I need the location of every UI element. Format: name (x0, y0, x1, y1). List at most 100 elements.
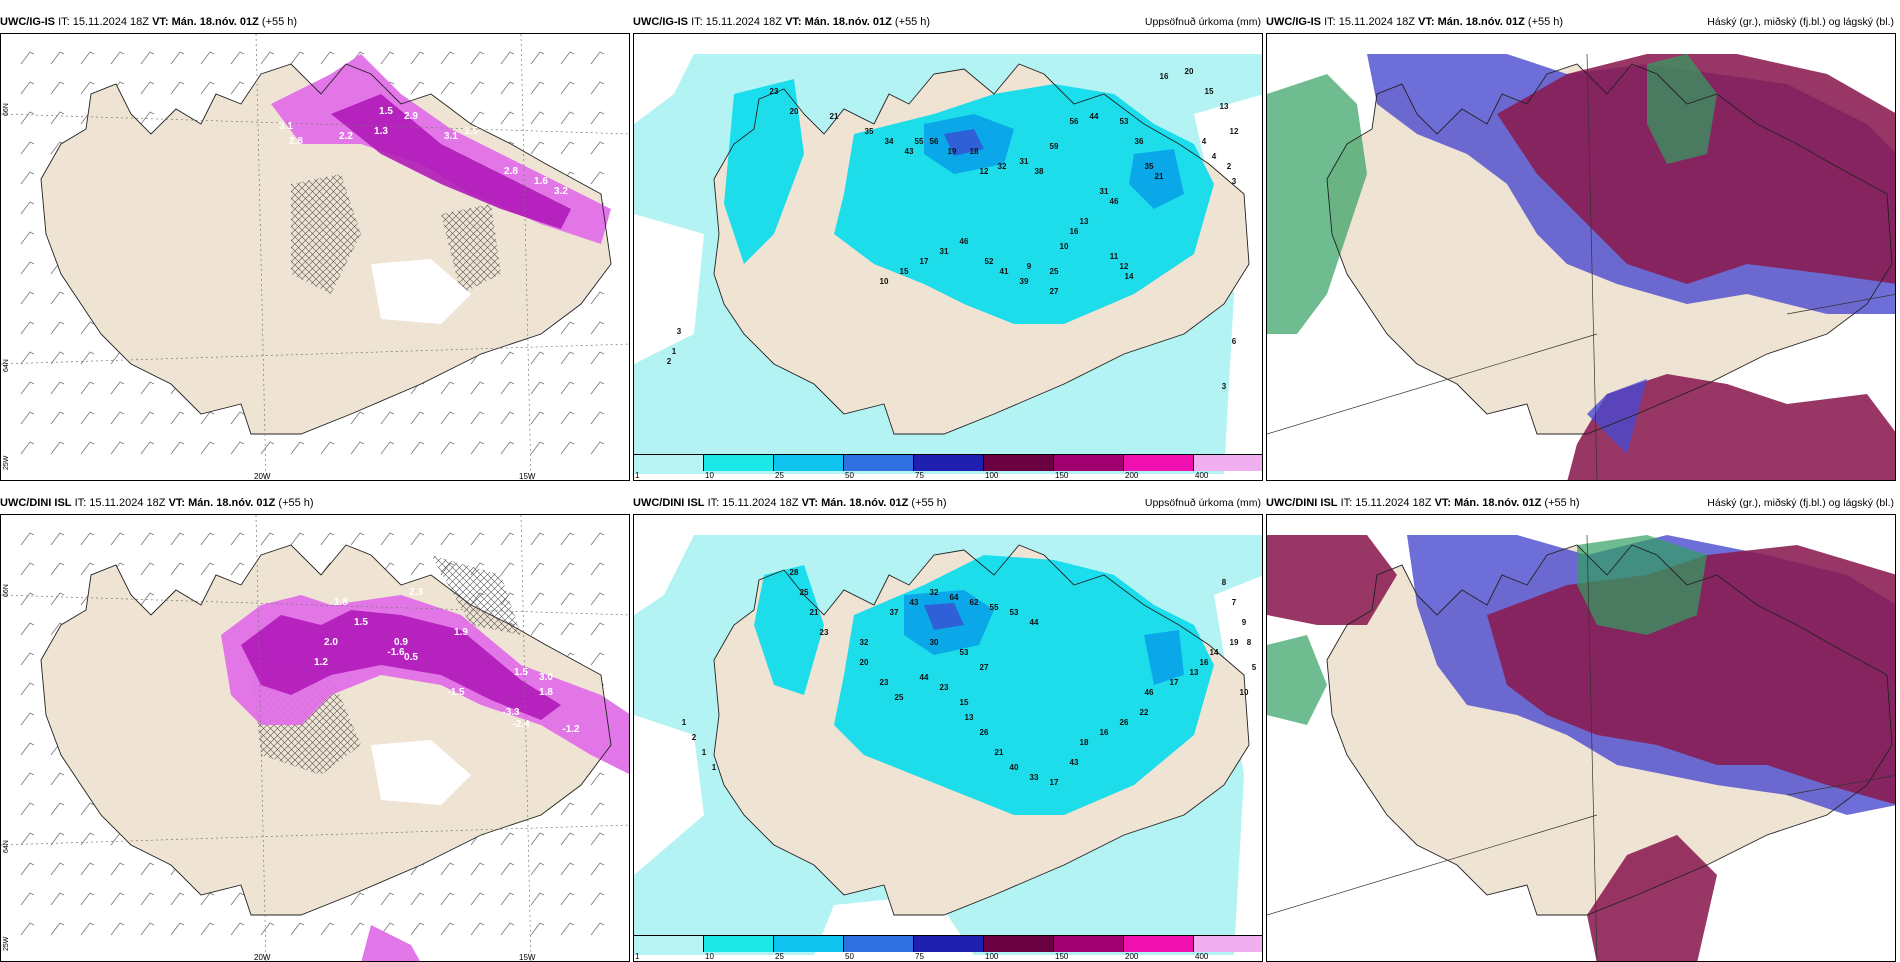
wind-barb (470, 532, 485, 546)
precip-value-label: 64 (950, 593, 959, 602)
legend-tick-label: 1 (635, 952, 640, 961)
precip-value-label: 18 (1080, 738, 1089, 747)
wind-barb (50, 922, 65, 936)
legend-tick-label: 10 (705, 471, 714, 480)
lead-time: (+55 h) (261, 16, 298, 28)
legend-swatch (1054, 455, 1124, 471)
wind-barb (440, 532, 455, 546)
precip-map-panel-top: 23 20 21 35 34 43 55 56 19 18 12 32 31 38 59 56 44 53 36 35… (633, 33, 1263, 481)
wind-barb (230, 81, 245, 95)
wind-barb (590, 562, 605, 576)
wind-barb (110, 922, 125, 936)
wind-barb (170, 441, 185, 455)
precip-value-label: 14 (1210, 648, 1219, 657)
wind-barb (80, 832, 95, 846)
precip-value-label: 46 (960, 237, 969, 246)
wind-value-label: -3.3 (502, 707, 520, 718)
wind-barb (530, 351, 545, 365)
wind-barb (560, 81, 575, 95)
wind-barb (470, 381, 485, 395)
wind-barb (560, 622, 575, 636)
wind-barb (50, 772, 65, 786)
panel-title: UWC/DINI ISL IT: 15.11.2024 18Z VT: Mán.… (1266, 493, 1896, 513)
precip-value-label: 10 (1060, 242, 1069, 251)
wind-barb (560, 532, 575, 546)
precip-value-label: 53 (1010, 608, 1019, 617)
precip-value-label: 20 (1185, 67, 1194, 76)
wind-barb (200, 922, 215, 936)
wind-barb (440, 51, 455, 65)
lon-label-25: 25W (3, 936, 10, 951)
precip-value-label: 15 (960, 698, 969, 707)
precip-value-label: 55 (915, 137, 924, 146)
wind-barb (350, 411, 365, 425)
wind-barb (140, 441, 155, 455)
wind-barb (410, 892, 425, 906)
wind-barb (380, 922, 395, 936)
wind-barb (80, 381, 95, 395)
legend-swatch (844, 936, 914, 952)
precip-value-label: 31 (940, 247, 949, 256)
wind-barb (530, 562, 545, 576)
precip-value-label: 2 (692, 733, 697, 742)
precip-value-label: 32 (930, 588, 939, 597)
precip-value-label: 53 (960, 648, 969, 657)
wind-barb (50, 291, 65, 305)
wind-barb (560, 832, 575, 846)
wind-barb (500, 51, 515, 65)
wind-barb (80, 321, 95, 335)
wind-barb (20, 291, 35, 305)
panel-title: UWC/DINI ISL IT: 15.11.2024 18Z VT: Mán.… (0, 493, 630, 513)
wind-barb (350, 892, 365, 906)
wind-value-label: 2.3 (409, 587, 423, 598)
wind-barb (380, 411, 395, 425)
vt-value: Mán. 18.nóv. 01Z (1454, 497, 1542, 509)
wind-barb (200, 441, 215, 455)
wind-barb (500, 892, 515, 906)
wind-map-panel-top: 3.1 2.8 2.2 1.3 1.5 2.9 3.1 1.5 2.8 1.6 3.2 66N 64… (0, 33, 630, 481)
vt-value: Mán. 18.nóv. 01Z (188, 497, 276, 509)
wind-barb (140, 562, 155, 576)
wind-barb (410, 81, 425, 95)
legend-swatch (914, 455, 984, 471)
wind-barb (560, 592, 575, 606)
wind-barb (110, 892, 125, 906)
precip-value-label: 59 (1050, 142, 1059, 151)
wind-barb (20, 351, 35, 365)
precip-value-label: 5 (1252, 663, 1257, 672)
precip-value-label: 28 (790, 568, 799, 577)
precip-value-label: 12 (1230, 127, 1239, 136)
wind-barb (110, 411, 125, 425)
wind-barb (590, 111, 605, 125)
precip-value-label: 4 (1202, 137, 1207, 146)
wind-barb (530, 832, 545, 846)
lat-label-66: 66N (3, 584, 10, 597)
lon-label-25: 25W (3, 455, 10, 470)
lon-label-20: 20W (254, 953, 271, 962)
lead-time: (+55 h) (911, 497, 947, 509)
wind-barb (50, 351, 65, 365)
wind-value-label: 2.2 (339, 131, 353, 142)
wind-barb (350, 532, 365, 546)
precip-value-label: 38 (1035, 167, 1044, 176)
legend-swatch (1124, 455, 1194, 471)
wind-barb (20, 652, 35, 666)
precip-value-label: 35 (1145, 162, 1154, 171)
precip-value-label: 43 (910, 598, 919, 607)
wind-barb (320, 532, 335, 546)
wind-barb (590, 441, 605, 455)
wind-barb (20, 892, 35, 906)
wind-barb (290, 51, 305, 65)
wind-barb (500, 532, 515, 546)
wind-barb (500, 441, 515, 455)
precip-value-label: 44 (1030, 618, 1039, 627)
wind-value-label: 1.6 (534, 176, 548, 187)
wind-barb (20, 231, 35, 245)
vt-value: Mán. 18.nóv. 01Z (804, 16, 892, 28)
vt-value: Mán. 18.nóv. 01Z (171, 16, 259, 28)
wind-value-label: -1.2 (562, 724, 580, 735)
wind-barb (530, 622, 545, 636)
wind-barb (50, 411, 65, 425)
wind-barb (80, 532, 95, 546)
wind-barb (440, 862, 455, 876)
